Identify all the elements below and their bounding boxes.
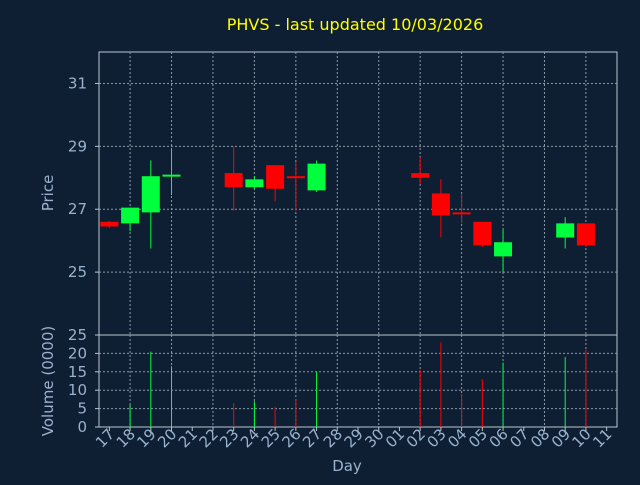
candle-body xyxy=(452,212,471,215)
candle-body xyxy=(576,223,595,246)
volume-axis-label: Volume (0000) xyxy=(39,326,57,436)
candle-body xyxy=(411,173,430,178)
price-plot-frame xyxy=(98,51,618,336)
price-y-ticks: 25 27 29 31 xyxy=(68,74,99,281)
price-axis-label: Price xyxy=(39,175,57,212)
candle-body xyxy=(556,223,575,238)
candle-body xyxy=(224,173,243,188)
volume-grid xyxy=(99,335,617,427)
volume-y-tick-label: 5 xyxy=(77,400,87,418)
candle-body xyxy=(494,242,513,257)
price-grid xyxy=(99,52,617,335)
candle-body xyxy=(266,165,285,189)
volume-y-tick-label: 10 xyxy=(68,381,87,399)
candle-body xyxy=(141,176,160,213)
candle-body xyxy=(162,174,181,177)
candle-body xyxy=(286,176,305,179)
chart-title: PHVS - last updated 10/03/2026 xyxy=(227,15,484,34)
volume-y-tick-label: 20 xyxy=(68,344,87,362)
candle-body xyxy=(121,207,140,224)
x-axis-label: Day xyxy=(332,457,362,475)
x-tick-label: 11 xyxy=(589,425,615,451)
price-y-tick-label: 29 xyxy=(68,137,87,155)
volume-bars xyxy=(129,342,587,427)
volume-plot-frame xyxy=(98,334,618,428)
candlesticks xyxy=(100,146,595,273)
price-y-tick-label: 31 xyxy=(68,74,87,92)
candle-body xyxy=(473,221,492,246)
candle-body xyxy=(100,221,119,227)
candle-body xyxy=(431,193,450,216)
price-y-tick-label: 27 xyxy=(68,200,87,218)
day-x-ticks: 1718192021222324252627282930010203040506… xyxy=(92,425,616,451)
volume-y-tick-label: 15 xyxy=(68,363,87,381)
candle-body xyxy=(307,163,326,191)
price-y-tick-label: 25 xyxy=(68,263,87,281)
candle-body xyxy=(245,179,264,188)
volume-y-tick-label: 25 xyxy=(68,326,87,344)
volume-y-tick-label: 0 xyxy=(77,418,87,436)
price-panel: 25 27 29 31 Price xyxy=(39,51,618,336)
